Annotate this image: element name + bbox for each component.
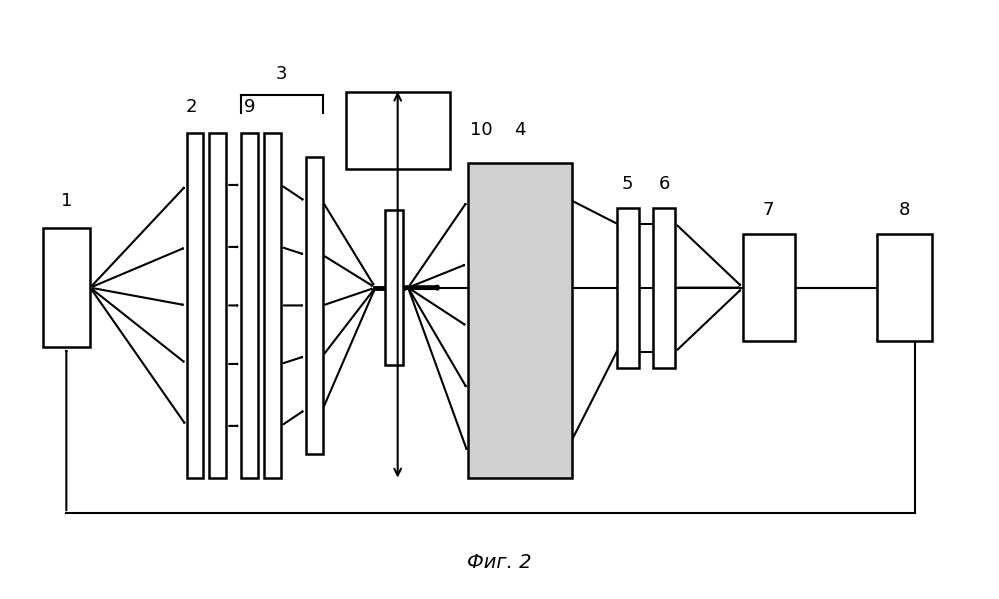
Bar <box>210 134 227 477</box>
Bar <box>653 207 675 368</box>
Text: 6: 6 <box>658 175 670 193</box>
Text: 8: 8 <box>899 201 910 219</box>
Bar <box>187 134 204 477</box>
Text: 9: 9 <box>244 98 255 116</box>
Text: 7: 7 <box>763 201 774 219</box>
Bar <box>43 228 90 347</box>
Bar <box>346 92 450 169</box>
Text: 1: 1 <box>61 192 72 210</box>
Text: Фиг. 2: Фиг. 2 <box>468 553 531 573</box>
Text: 4: 4 <box>514 121 525 140</box>
Bar <box>743 234 794 341</box>
Bar <box>306 157 323 454</box>
Text: 2: 2 <box>186 98 197 116</box>
Text: 5: 5 <box>622 175 633 193</box>
Text: 3: 3 <box>276 65 288 83</box>
Bar <box>616 207 638 368</box>
Bar <box>877 234 932 341</box>
Bar <box>264 134 281 477</box>
Text: 10: 10 <box>470 122 493 140</box>
Bar <box>241 134 258 477</box>
Bar <box>386 210 404 365</box>
Bar <box>468 163 572 477</box>
